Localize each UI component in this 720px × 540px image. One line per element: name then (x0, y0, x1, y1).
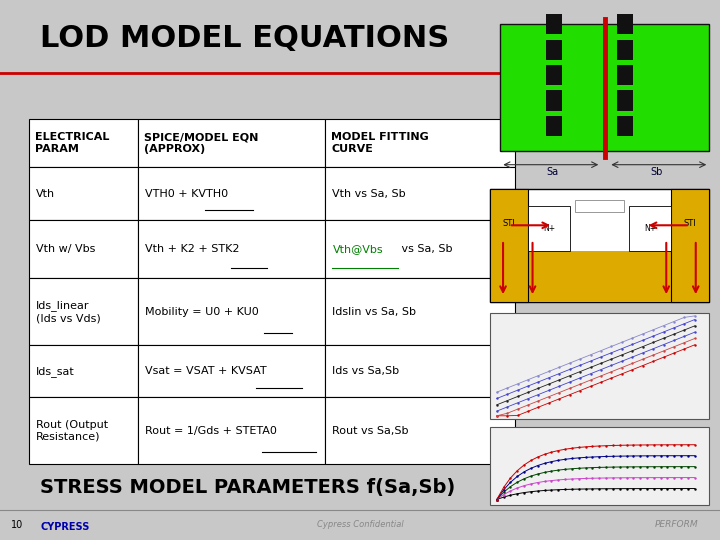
Text: Rout = 1/Gds + STETA0: Rout = 1/Gds + STETA0 (145, 426, 277, 436)
Text: Rout vs Sa,Sb: Rout vs Sa,Sb (333, 426, 409, 436)
Bar (617, 116, 634, 136)
Text: Vth vs Sa, Sb: Vth vs Sa, Sb (333, 188, 406, 199)
Text: N+: N+ (644, 224, 656, 233)
Bar (325, 345, 515, 397)
Text: Idslin vs Sa, Sb: Idslin vs Sa, Sb (333, 307, 416, 317)
Text: Vth: Vth (36, 188, 55, 199)
Text: SPICE/MODEL EQN
(APPROX): SPICE/MODEL EQN (APPROX) (144, 132, 258, 154)
Text: CYPRESS: CYPRESS (40, 522, 89, 531)
Text: Vth w/ Vbs: Vth w/ Vbs (36, 244, 95, 254)
Text: STI: STI (683, 219, 696, 227)
Text: Rout (Output
Resistance): Rout (Output Resistance) (36, 420, 108, 442)
Bar (546, 65, 562, 85)
Text: Vsat = VSAT + KVSAT: Vsat = VSAT + KVSAT (145, 366, 267, 376)
Text: vs Sa, Sb: vs Sa, Sb (397, 244, 452, 254)
Text: Ids_linear
(Ids vs Vds): Ids_linear (Ids vs Vds) (36, 300, 101, 323)
Bar (490, 189, 528, 302)
Bar (138, 345, 325, 397)
Text: VTH0 + KVTH0: VTH0 + KVTH0 (145, 188, 228, 199)
Bar (29, 167, 138, 220)
Text: PERFORM: PERFORM (654, 521, 698, 529)
Bar (629, 206, 671, 252)
Bar (617, 14, 634, 35)
Text: Vth@Vbs: Vth@Vbs (333, 244, 383, 254)
Bar (325, 167, 515, 220)
Text: STI: STI (503, 219, 516, 227)
Bar (575, 200, 624, 212)
Bar (138, 167, 325, 220)
Bar (29, 119, 138, 167)
Bar (138, 119, 325, 167)
Text: 10: 10 (11, 520, 23, 530)
Text: MODEL FITTING
CURVE: MODEL FITTING CURVE (331, 132, 429, 154)
Text: ELECTRICAL
PARAM: ELECTRICAL PARAM (35, 132, 109, 154)
Bar (528, 206, 570, 252)
Text: LOD MODEL EQUATIONS: LOD MODEL EQUATIONS (40, 24, 449, 53)
Text: STRESS MODEL PARAMETERS f(Sa,Sb): STRESS MODEL PARAMETERS f(Sa,Sb) (40, 478, 455, 497)
Text: Cypress Confidential: Cypress Confidential (317, 521, 403, 529)
Bar (546, 90, 562, 111)
Bar (617, 90, 634, 111)
Bar (490, 252, 709, 302)
Text: Mobility = U0 + KU0: Mobility = U0 + KU0 (145, 307, 259, 317)
Text: Vth + K2 + STK2: Vth + K2 + STK2 (145, 244, 240, 254)
Text: Sa: Sa (546, 167, 559, 178)
Bar (671, 189, 709, 302)
Text: Sb: Sb (651, 167, 663, 178)
Bar (546, 39, 562, 60)
Text: Ids_sat: Ids_sat (36, 366, 75, 377)
Text: N+: N+ (543, 224, 555, 233)
Bar (325, 119, 515, 167)
Bar (546, 116, 562, 136)
Bar (617, 39, 634, 60)
Bar (546, 14, 562, 35)
Bar (617, 65, 634, 85)
Text: Ids vs Sa,Sb: Ids vs Sa,Sb (333, 366, 400, 376)
Bar (29, 345, 138, 397)
